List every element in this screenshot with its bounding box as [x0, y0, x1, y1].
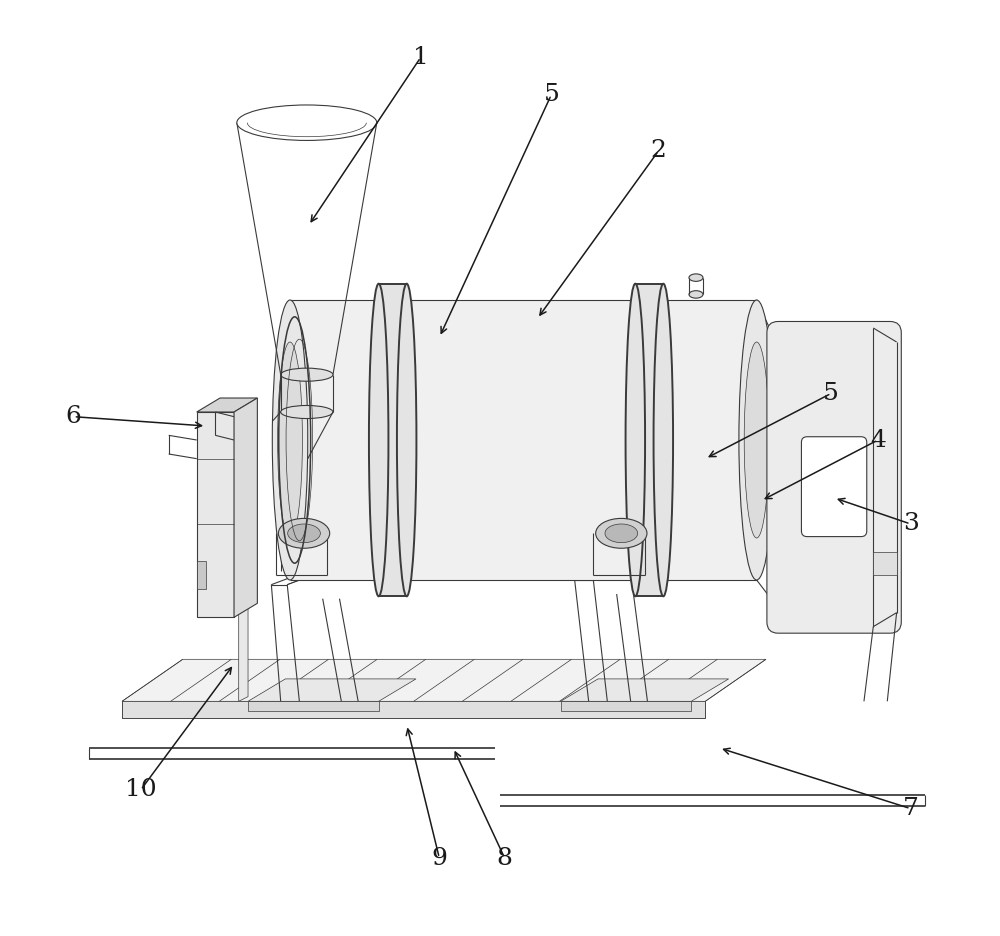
Ellipse shape	[237, 105, 377, 140]
Text: 4: 4	[870, 429, 886, 451]
Text: 5: 5	[543, 83, 559, 106]
Polygon shape	[290, 300, 757, 580]
Text: 6: 6	[66, 405, 81, 428]
Ellipse shape	[596, 519, 647, 548]
FancyBboxPatch shape	[767, 321, 901, 633]
Polygon shape	[197, 398, 257, 412]
Ellipse shape	[654, 284, 673, 596]
Polygon shape	[561, 701, 691, 710]
Ellipse shape	[397, 284, 416, 596]
Text: 5: 5	[823, 382, 839, 405]
Ellipse shape	[272, 300, 308, 580]
Polygon shape	[197, 562, 206, 590]
Ellipse shape	[288, 524, 320, 543]
Ellipse shape	[369, 284, 388, 596]
Polygon shape	[379, 284, 407, 596]
Polygon shape	[239, 590, 248, 701]
Ellipse shape	[689, 291, 703, 299]
Text: 10: 10	[125, 779, 157, 801]
FancyBboxPatch shape	[801, 437, 867, 536]
Ellipse shape	[281, 405, 333, 418]
Text: 2: 2	[651, 139, 667, 162]
Polygon shape	[248, 701, 379, 710]
Ellipse shape	[278, 342, 302, 538]
Text: 7: 7	[903, 797, 919, 820]
Polygon shape	[873, 552, 897, 576]
Ellipse shape	[278, 519, 330, 548]
Text: 9: 9	[431, 846, 447, 870]
Polygon shape	[197, 412, 234, 618]
Text: 1: 1	[413, 46, 429, 69]
Polygon shape	[122, 659, 766, 701]
Polygon shape	[122, 701, 705, 718]
Ellipse shape	[744, 342, 769, 538]
Text: 8: 8	[497, 846, 513, 870]
Ellipse shape	[739, 300, 774, 580]
Polygon shape	[561, 679, 729, 701]
Polygon shape	[234, 398, 257, 618]
Ellipse shape	[689, 274, 703, 282]
Ellipse shape	[605, 524, 638, 543]
Polygon shape	[248, 679, 416, 701]
Ellipse shape	[281, 368, 333, 381]
Polygon shape	[635, 284, 663, 596]
Ellipse shape	[626, 284, 645, 596]
Text: 3: 3	[903, 513, 919, 535]
